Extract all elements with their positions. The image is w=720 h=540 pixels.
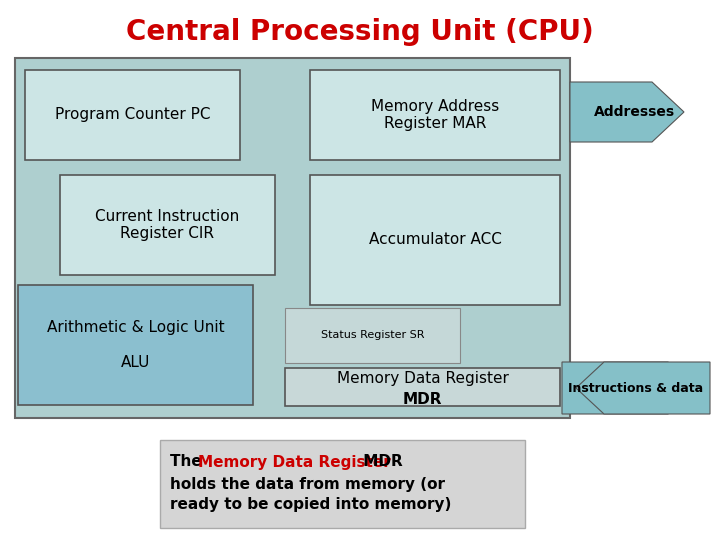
FancyBboxPatch shape: [15, 58, 570, 418]
FancyBboxPatch shape: [60, 175, 275, 275]
Text: Accumulator ACC: Accumulator ACC: [369, 233, 501, 247]
Text: The: The: [170, 455, 207, 469]
Text: Status Register SR: Status Register SR: [320, 330, 424, 341]
FancyBboxPatch shape: [310, 175, 560, 305]
Text: Program Counter PC: Program Counter PC: [55, 107, 210, 123]
FancyBboxPatch shape: [25, 70, 240, 160]
FancyBboxPatch shape: [160, 440, 525, 528]
FancyBboxPatch shape: [285, 308, 460, 363]
Text: Addresses: Addresses: [595, 105, 675, 119]
Text: MDR: MDR: [358, 455, 402, 469]
FancyBboxPatch shape: [310, 70, 560, 160]
FancyBboxPatch shape: [18, 285, 253, 405]
FancyArrow shape: [576, 362, 710, 414]
FancyArrow shape: [570, 82, 684, 142]
Text: Memory Address
Register MAR: Memory Address Register MAR: [371, 99, 499, 131]
Text: MDR: MDR: [402, 392, 442, 407]
FancyBboxPatch shape: [262, 195, 310, 235]
Text: Instructions & data: Instructions & data: [568, 381, 703, 395]
Text: Memory Data Register: Memory Data Register: [198, 455, 391, 469]
Text: Current Instruction
Register CIR: Current Instruction Register CIR: [95, 209, 240, 241]
FancyBboxPatch shape: [400, 305, 442, 368]
Text: holds the data from memory (or: holds the data from memory (or: [170, 476, 445, 491]
FancyBboxPatch shape: [285, 368, 560, 406]
Text: Arithmetic & Logic Unit

ALU: Arithmetic & Logic Unit ALU: [47, 320, 225, 370]
Text: Central Processing Unit (CPU): Central Processing Unit (CPU): [126, 18, 594, 46]
FancyBboxPatch shape: [262, 140, 307, 200]
FancyArrow shape: [562, 362, 696, 414]
Text: Memory Data Register: Memory Data Register: [336, 372, 508, 387]
Text: ready to be copied into memory): ready to be copied into memory): [170, 497, 451, 512]
FancyBboxPatch shape: [240, 95, 310, 140]
FancyBboxPatch shape: [262, 260, 307, 320]
